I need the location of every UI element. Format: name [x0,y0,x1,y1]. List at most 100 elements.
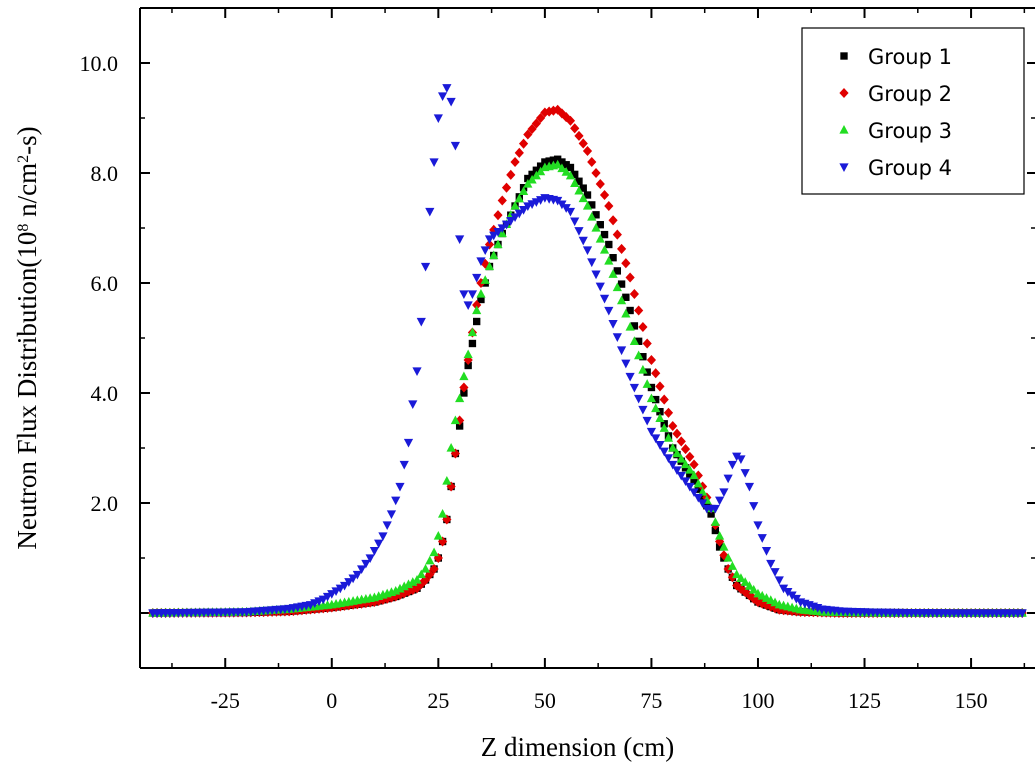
legend-marker [839,124,849,134]
data-point [680,459,691,469]
data-point [690,477,698,485]
data-point [510,213,520,223]
data-point [740,577,750,586]
data-point [420,563,431,573]
data-point [686,470,694,479]
legend-marker [839,87,849,99]
data-point [412,574,422,584]
data-point [723,552,733,562]
data-point [783,588,793,597]
data-point [732,580,742,591]
data-point [587,258,597,268]
data-point [549,156,558,164]
data-point [715,543,724,551]
data-point [723,563,733,575]
data-point [685,464,695,474]
data-point [651,403,661,413]
data-point [719,550,729,561]
data-point [386,592,397,603]
data-point [719,488,729,498]
data-point [616,295,627,305]
data-point [639,353,647,361]
data-point [501,182,512,193]
data-point [459,382,469,393]
data-point [467,290,478,300]
data-point [518,186,529,196]
data-point [612,282,622,292]
data-point [463,349,473,359]
data-point [663,454,674,463]
data-point [629,336,639,345]
data-point [408,400,418,410]
data-point [634,337,643,345]
data-point [710,504,720,514]
data-point [694,485,702,493]
data-point [437,92,448,102]
data-point [744,590,755,601]
data-point [608,269,618,278]
data-point [570,123,580,134]
data-point [365,554,375,564]
data-point [638,405,648,415]
data-point [480,246,490,256]
data-point [599,294,610,304]
data-point [651,368,661,379]
data-point [450,448,460,459]
data-point [727,460,738,470]
data-point [348,574,358,584]
data-point [638,321,648,333]
data-point [749,584,759,594]
data-point [531,118,541,129]
data-point [510,200,520,210]
data-point [480,275,490,284]
data-point [484,235,495,245]
data-point [557,108,567,119]
data-point [578,236,588,246]
data-point [613,267,622,275]
data-point [574,227,584,236]
data-point [493,210,503,221]
data-point [437,536,448,547]
data-point [685,482,695,492]
data-point [344,578,354,587]
data-point [634,305,644,316]
x-tick-label: 50 [534,688,556,713]
data-point [493,239,503,249]
legend-label: Group 3 [868,119,952,143]
data-point [626,306,634,315]
data-point [416,579,426,590]
data-point [433,552,443,564]
data-point [412,583,422,594]
data-point [579,184,587,192]
data-point [557,200,567,210]
data-point [578,193,588,203]
data-point [506,216,516,226]
data-point [740,587,750,598]
data-point [668,460,678,470]
data-point [416,317,426,327]
y-axis: 2.0 4.0 6.0 8.0 10.0 [80,7,1035,669]
data-point [412,367,422,377]
series-3 [148,159,1027,617]
data-point [399,581,409,591]
data-point [774,576,784,586]
data-point [604,255,614,265]
data-point [459,371,469,381]
data-point [442,84,452,93]
data-point [617,280,626,288]
data-point [736,455,746,465]
data-point [693,493,703,503]
data-point [591,270,601,280]
data-point [468,339,477,348]
legend-label: Group 2 [868,82,952,106]
data-point [473,317,481,326]
data-point [582,200,593,210]
data-point [651,434,661,444]
data-point [582,246,593,256]
data-point [455,422,464,430]
data-point [749,502,759,511]
data-point [528,170,536,179]
data-point [501,220,512,230]
data-point [753,521,763,531]
data-point [391,585,401,595]
